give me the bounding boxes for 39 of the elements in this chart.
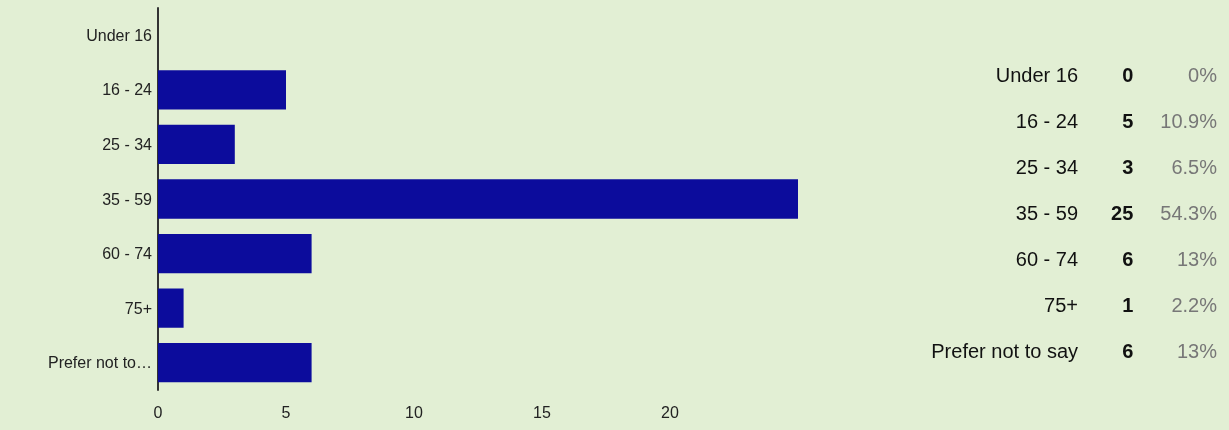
category-label: 25 - 34 — [1014, 154, 1080, 180]
category-label: 35 - 59 — [1014, 200, 1080, 226]
bar — [158, 343, 312, 383]
category-label: Prefer not to say — [930, 338, 1080, 364]
x-tick-label: 20 — [661, 403, 679, 421]
data-label: 2.2% — [1170, 292, 1217, 318]
data-label: 25 — [1110, 200, 1135, 226]
data-label: 0 — [1121, 62, 1135, 88]
y-tick-label: Under 16 — [86, 26, 153, 44]
data-label: 1 — [1121, 292, 1135, 318]
data-label: 6.5% — [1170, 154, 1217, 180]
data-label: 6 — [1121, 338, 1135, 364]
y-tick-label: 35 - 59 — [102, 190, 153, 208]
bar — [158, 124, 235, 165]
y-tick-label: 75+ — [124, 299, 152, 317]
x-tick-label: 15 — [533, 403, 551, 421]
bar — [158, 70, 286, 110]
bar — [158, 288, 184, 328]
data-label: 0% — [1187, 62, 1217, 88]
category-label: 16 - 24 — [1014, 108, 1080, 134]
x-tick-label: 0 — [153, 403, 163, 421]
category-label: 60 - 74 — [1014, 246, 1080, 272]
y-tick-label: 16 - 24 — [102, 81, 153, 99]
y-tick-label: Prefer not to… — [47, 354, 152, 372]
data-label: 6 — [1121, 246, 1135, 272]
data-label: 10.9% — [1159, 108, 1217, 134]
category-label: Under 16 — [994, 62, 1080, 88]
y-tick-label: 60 - 74 — [102, 245, 153, 263]
data-label: 54.3% — [1159, 200, 1217, 226]
category-label: 75+ — [1043, 292, 1080, 318]
data-label: 5 — [1121, 108, 1135, 134]
x-tick-label: 10 — [405, 403, 423, 421]
x-tick-label: 5 — [281, 403, 291, 421]
bar — [158, 233, 312, 274]
bar — [158, 179, 798, 219]
data-label: 13% — [1175, 338, 1217, 364]
y-tick-label: 25 - 34 — [102, 135, 153, 153]
data-label: 3 — [1121, 154, 1135, 180]
data-label: 13% — [1175, 246, 1217, 272]
